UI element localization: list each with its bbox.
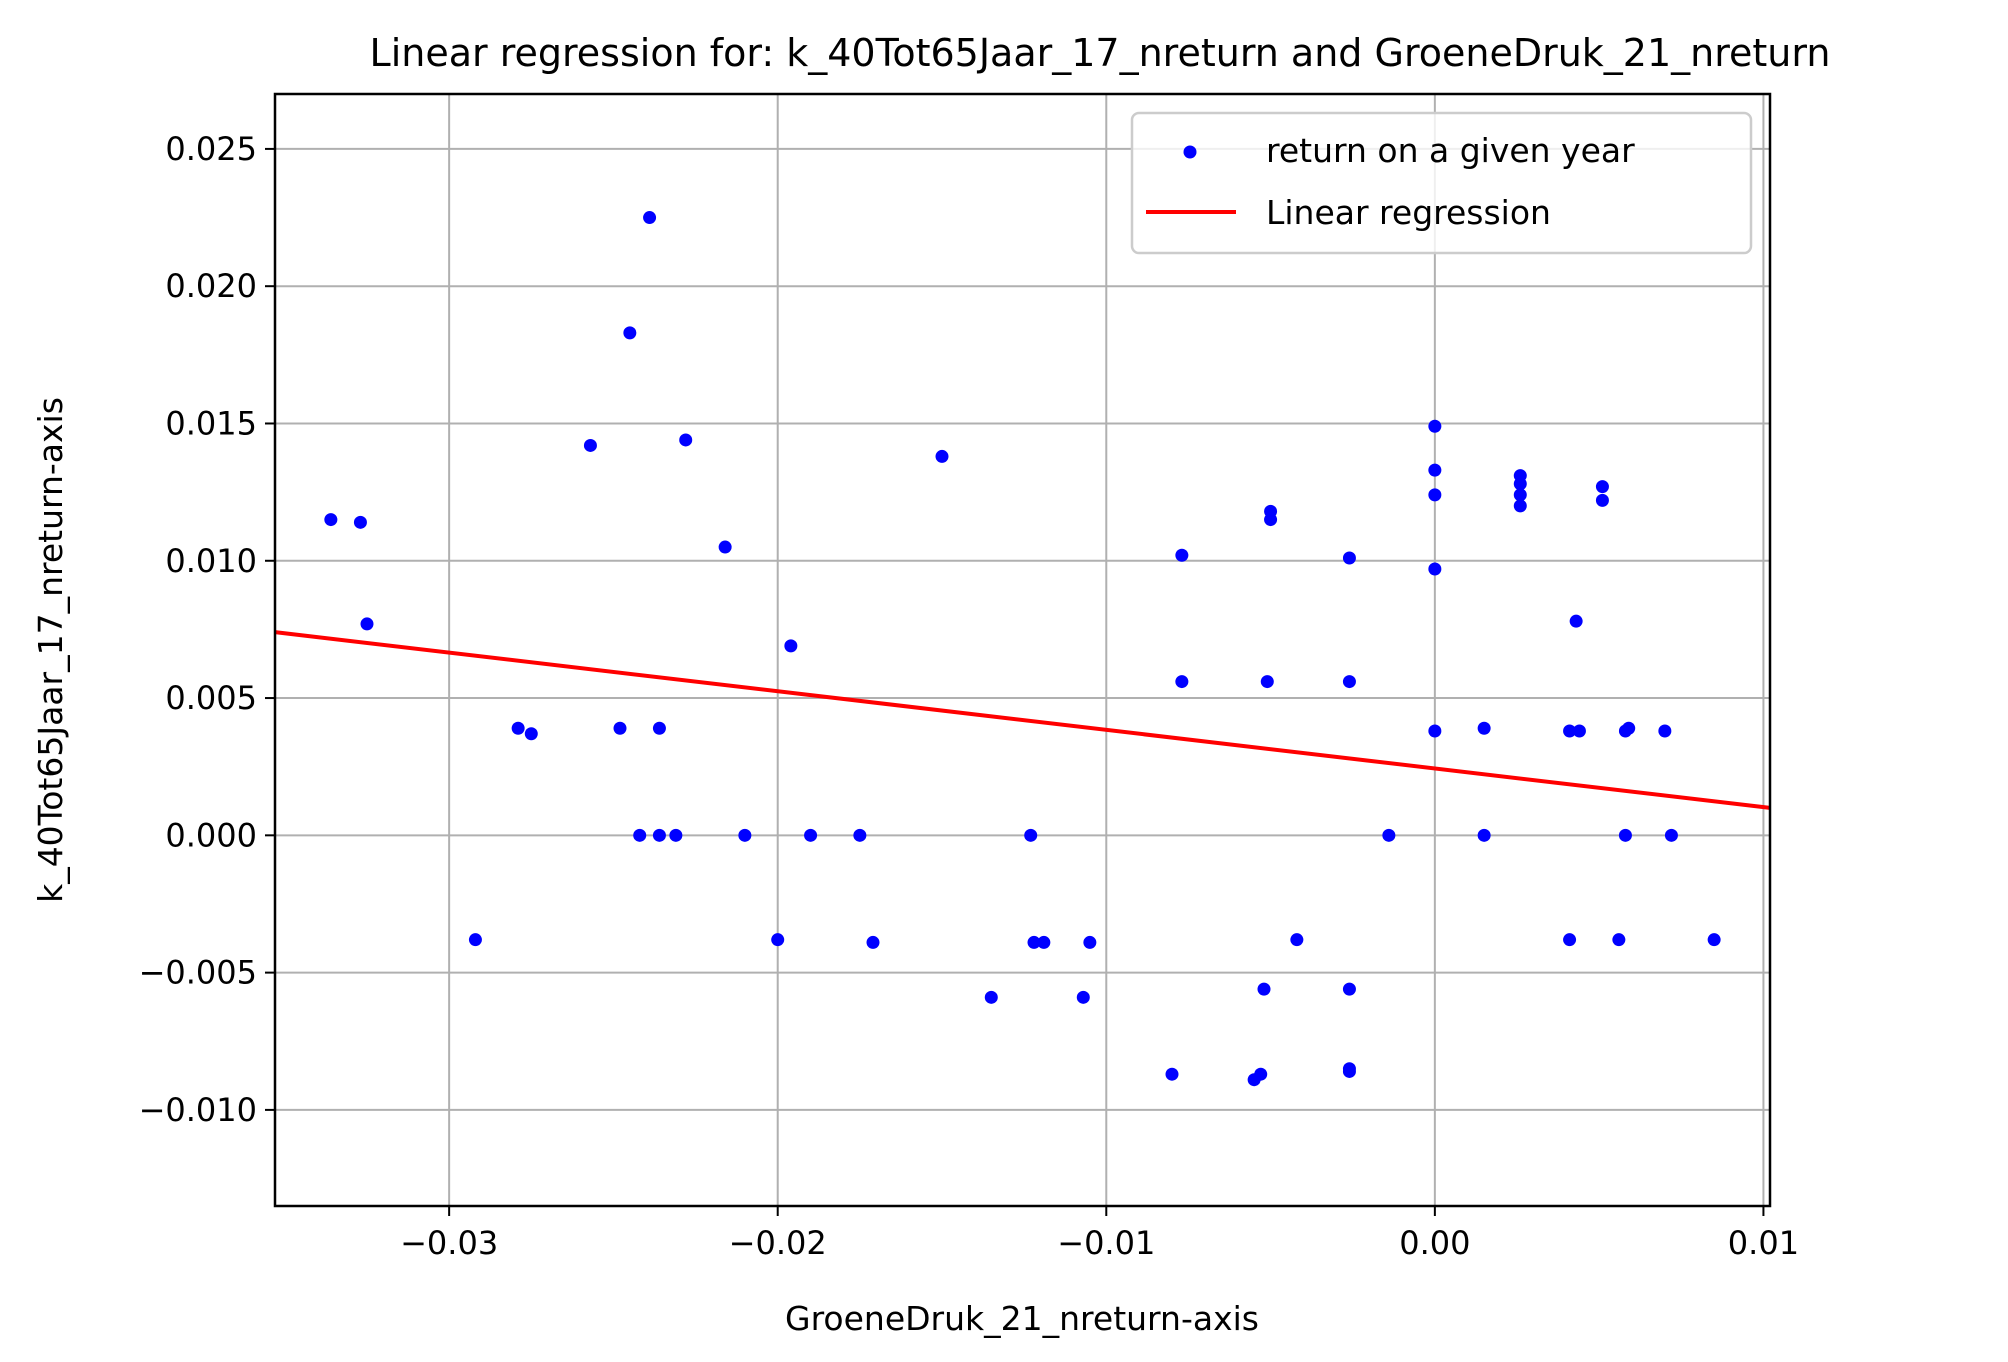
x-axis-label: GroeneDruk_21_nreturn-axis: [785, 1299, 1259, 1338]
data-point: [324, 513, 338, 527]
x-tick-label: 0.00: [1399, 1224, 1470, 1262]
data-point: [1175, 675, 1189, 689]
legend-label-scatter: return on a given year: [1266, 131, 1635, 170]
data-point: [511, 721, 525, 735]
y-tick-label: 0.025: [165, 130, 257, 168]
x-tick-label: −0.02: [729, 1224, 827, 1262]
chart-title: Linear regression for: k_40Tot65Jaar_17_…: [370, 31, 1831, 75]
data-point: [1572, 724, 1586, 738]
data-point: [524, 727, 538, 741]
data-point: [1037, 935, 1051, 949]
data-point: [669, 828, 683, 842]
data-point: [1342, 982, 1356, 996]
data-point: [468, 933, 482, 947]
data-point: [583, 438, 597, 452]
data-point: [1563, 724, 1577, 738]
data-point: [1428, 419, 1442, 433]
data-point: [1707, 933, 1721, 947]
data-point: [1477, 828, 1491, 842]
data-point: [1290, 933, 1304, 947]
data-point: [1257, 982, 1271, 996]
data-point: [1658, 724, 1672, 738]
data-point: [1477, 721, 1491, 735]
legend: return on a given year Linear regression: [1130, 111, 1753, 255]
data-point: [679, 433, 693, 447]
data-point: [1664, 828, 1678, 842]
data-point: [1260, 675, 1274, 689]
data-point: [633, 828, 647, 842]
regression-line: [274, 630, 1771, 810]
data-point: [1595, 480, 1609, 494]
regression-line-layer: [274, 630, 1771, 810]
y-tick-label: 0.000: [165, 816, 257, 854]
data-point: [1342, 1064, 1356, 1078]
data-point: [804, 828, 818, 842]
data-point: [1612, 933, 1626, 947]
plot-area: [275, 94, 1770, 1206]
data-point: [1254, 1067, 1268, 1081]
data-point: [718, 540, 732, 554]
grid: [275, 94, 1770, 1206]
legend-box: [1130, 111, 1753, 255]
y-axis-label: k_40Tot65Jaar_17_nreturn-axis: [31, 397, 70, 903]
data-point: [1428, 724, 1442, 738]
data-point: [613, 721, 627, 735]
y-tick-label: 0.005: [165, 679, 257, 717]
data-point: [1595, 493, 1609, 507]
data-point: [738, 828, 752, 842]
data-point: [1428, 562, 1442, 576]
data-point: [652, 721, 666, 735]
y-tick-label: 0.010: [165, 542, 257, 580]
y-tick-label: 0.015: [165, 404, 257, 442]
data-point: [784, 639, 798, 653]
data-point: [1382, 828, 1396, 842]
data-point: [1563, 933, 1577, 947]
data-point: [1622, 721, 1636, 735]
data-point: [1264, 513, 1278, 527]
data-point: [652, 828, 666, 842]
y-axis: −0.010 −0.005 0.000 0.005 0.010 0.015 0.020 0.0…: [139, 130, 275, 1129]
data-point: [1513, 488, 1527, 502]
y-tick-label: −0.010: [139, 1091, 257, 1129]
data-point: [643, 211, 657, 225]
data-point: [771, 933, 785, 947]
data-point: [1027, 935, 1041, 949]
data-point: [984, 990, 998, 1004]
data-point: [1428, 488, 1442, 502]
x-axis: −0.03 −0.02 −0.01 0.00 0.01: [400, 1206, 1799, 1262]
data-point: [1024, 828, 1038, 842]
x-tick-label: 0.01: [1728, 1224, 1799, 1262]
plot-frame: [273, 92, 1772, 1208]
data-point: [1513, 499, 1527, 513]
data-point: [1569, 614, 1583, 628]
data-point: [853, 828, 867, 842]
x-tick-label: −0.01: [1057, 1224, 1155, 1262]
y-tick-label: 0.020: [165, 267, 257, 305]
legend-label-regression: Linear regression: [1266, 193, 1551, 232]
data-point: [866, 935, 880, 949]
y-tick-label: −0.005: [139, 954, 257, 992]
data-point: [1342, 675, 1356, 689]
data-point: [1175, 548, 1189, 562]
data-point: [935, 449, 949, 463]
data-point: [1342, 551, 1356, 565]
data-point: [1076, 990, 1090, 1004]
data-point: [1428, 463, 1442, 477]
data-point: [623, 326, 637, 340]
legend-scatter-marker: [1183, 145, 1197, 159]
data-point: [1165, 1067, 1179, 1081]
data-point: [360, 617, 374, 631]
data-point: [1513, 477, 1527, 491]
data-point: [1083, 935, 1097, 949]
data-point: [353, 515, 367, 529]
x-tick-label: −0.03: [400, 1224, 498, 1262]
scatter-points: [324, 211, 1721, 1087]
data-point: [1618, 828, 1632, 842]
